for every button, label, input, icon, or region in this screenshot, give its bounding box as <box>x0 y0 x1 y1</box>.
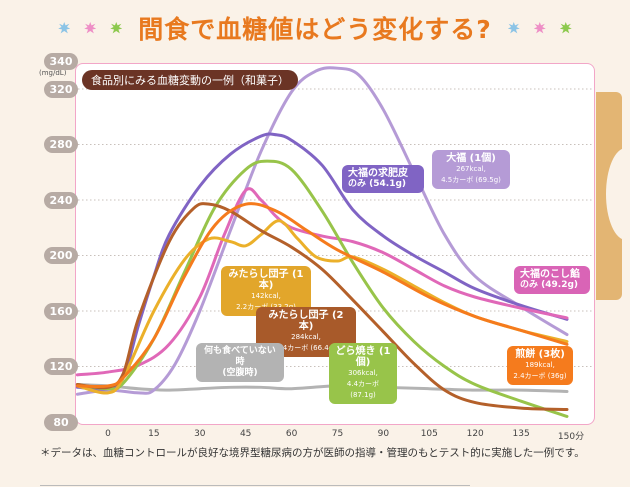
y-tick-label: 280 <box>44 136 78 153</box>
x-tick-label: 30 <box>194 429 206 439</box>
series-line-0 <box>75 383 569 393</box>
y-axis-unit: (mg/dL) <box>39 69 67 77</box>
x-tick-label: 90 <box>377 429 390 439</box>
callout-line: 大福の求肥皮 <box>348 168 408 179</box>
star-icon-pink <box>533 22 546 34</box>
callout-dorayaki: どら焼き (1個) 306kcal, 4.4カーボ (87.1g) <box>329 343 397 404</box>
callout-line: 2.4カーボ (36g) <box>513 372 567 380</box>
x-tick-label: 135 <box>512 429 530 439</box>
series-line-1 <box>75 66 569 396</box>
callout-line: みたらし団子 (2本) <box>268 310 344 332</box>
series-line-5 <box>75 219 569 395</box>
header: 間食で血糖値はどう変化する? <box>0 8 630 48</box>
star-icon-green <box>559 22 572 34</box>
star-icon-blue <box>58 22 71 34</box>
x-tick-label: 150分 <box>557 432 585 442</box>
y-tick-label: 340 <box>44 53 78 70</box>
callout-line: みたらし団子 (1本) <box>228 269 304 291</box>
y-tick-label: 160 <box>44 302 78 320</box>
callout-daifuku-skin: 大福の求肥皮 のみ (54.1g) <box>342 165 424 193</box>
star-icon-green <box>110 22 123 34</box>
callout-line: どら焼き (1個) <box>335 346 391 368</box>
series-line-7 <box>75 202 569 389</box>
callout-line: 4.5カーボ (69.5g) <box>441 176 501 184</box>
chart-title: 食品別にみる血糖変動の一例（和菓子） <box>82 70 298 90</box>
star-icon-blue <box>507 22 520 34</box>
callout-line: 142kcal, <box>251 292 281 300</box>
x-tick-label: 15 <box>148 429 160 439</box>
x-tick-label: 105 <box>420 429 438 439</box>
callout-line: 煎餅 (3枚) <box>515 349 565 360</box>
x-tick-label: 60 <box>285 429 298 439</box>
callout-line: 4.4カーボ (66.4g) <box>276 344 336 352</box>
callout-line: のみ (49.2g) <box>520 280 579 290</box>
y-tick-label: 120 <box>44 358 78 375</box>
callout-line: 大福 (1個) <box>446 153 496 164</box>
callout-gray: 何も食べていない時 (空腹時) <box>196 343 284 382</box>
callout-line: のみ (54.1g) <box>348 179 407 189</box>
callout-line: 267kcal, <box>456 165 486 173</box>
callout-line: 大福のこし餡 <box>520 269 580 280</box>
callout-line: 何も食べていない時 <box>204 346 276 367</box>
y-tick-label: 200 <box>44 247 78 264</box>
callout-line: (空腹時) <box>222 368 258 378</box>
y-tick-label: 320 <box>44 80 78 98</box>
callout-line: 189kcal, <box>525 361 555 369</box>
footnote: ＊データは、血糖コントロールが良好な境界型糖尿病の方が医師の指導・管理のもとテス… <box>40 447 585 459</box>
callout-line: 4.4カーボ (87.1g) <box>346 380 380 399</box>
series-line-6 <box>75 202 569 412</box>
y-tick-label: 80 <box>44 413 78 431</box>
star-icon-pink <box>84 22 97 34</box>
x-tick-label: 120 <box>466 429 484 439</box>
x-tick-label: 0 <box>105 429 111 439</box>
divider <box>40 485 470 486</box>
x-tick-label: 75 <box>331 429 344 439</box>
callout-line: 284kcal, <box>291 333 321 341</box>
series-line-2 <box>75 132 569 391</box>
callout-line: 306kcal, <box>348 369 378 377</box>
y-tick-label: 240 <box>44 191 78 209</box>
callout-daifuku: 大福 (1個) 267kcal, 4.5カーボ (69.5g) <box>432 150 510 189</box>
callout-senbei: 煎餅 (3枚) 189kcal, 2.4カーボ (36g) <box>507 346 573 385</box>
page-title: 間食で血糖値はどう変化する? <box>138 15 492 44</box>
x-tick-label: 45 <box>239 429 252 439</box>
callout-daifuku-anko: 大福のこし餡 のみ (49.2g) <box>514 266 590 294</box>
